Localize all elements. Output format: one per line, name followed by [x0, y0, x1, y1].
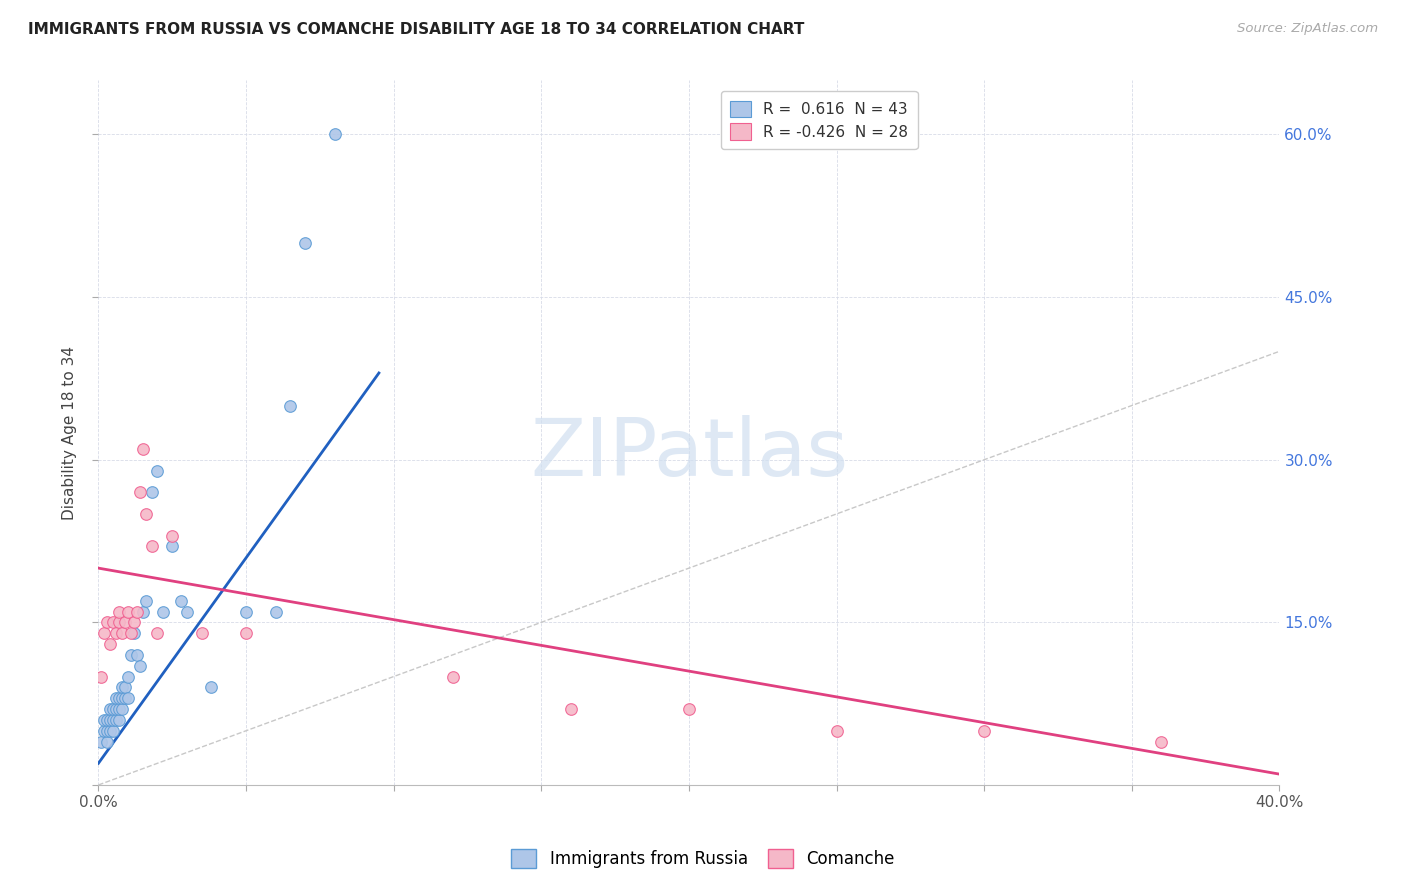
Point	[323, 128, 346, 142]
Point	[90, 669, 112, 683]
Point	[111, 681, 134, 695]
Point	[117, 691, 139, 706]
Text: IMMIGRANTS FROM RUSSIA VS COMANCHE DISABILITY AGE 18 TO 34 CORRELATION CHART: IMMIGRANTS FROM RUSSIA VS COMANCHE DISAB…	[28, 22, 804, 37]
Point	[98, 723, 121, 738]
Point	[176, 605, 198, 619]
Point	[560, 702, 582, 716]
Point	[105, 713, 128, 727]
Point	[108, 713, 131, 727]
Point	[146, 626, 169, 640]
Point	[132, 605, 155, 619]
Point	[264, 605, 287, 619]
Point	[108, 605, 131, 619]
Point	[122, 615, 145, 630]
Point	[108, 702, 131, 716]
Y-axis label: Disability Age 18 to 34: Disability Age 18 to 34	[62, 345, 77, 520]
Point	[152, 605, 174, 619]
Point	[825, 723, 848, 738]
Point	[111, 691, 134, 706]
Point	[114, 615, 136, 630]
Point	[93, 713, 115, 727]
Point	[132, 442, 155, 456]
Point	[125, 648, 148, 662]
Point	[111, 626, 134, 640]
Point	[191, 626, 214, 640]
Text: Source: ZipAtlas.com: Source: ZipAtlas.com	[1237, 22, 1378, 36]
Point	[162, 540, 183, 554]
Point	[105, 626, 128, 640]
Point	[103, 713, 125, 727]
Point	[170, 593, 193, 607]
Point	[98, 702, 121, 716]
Point	[96, 723, 118, 738]
Point	[103, 723, 125, 738]
Point	[135, 593, 157, 607]
Point	[111, 702, 134, 716]
Point	[678, 702, 700, 716]
Point	[114, 681, 136, 695]
Legend: R =  0.616  N = 43, R = -0.426  N = 28: R = 0.616 N = 43, R = -0.426 N = 28	[720, 92, 918, 149]
Point	[128, 485, 150, 500]
Point	[117, 669, 139, 683]
Point	[120, 648, 142, 662]
Point	[235, 626, 257, 640]
Legend: Immigrants from Russia, Comanche: Immigrants from Russia, Comanche	[505, 843, 901, 875]
Point	[103, 702, 125, 716]
Point	[162, 528, 183, 542]
Point	[96, 734, 118, 748]
Point	[141, 485, 163, 500]
Point	[93, 723, 115, 738]
Point	[117, 605, 139, 619]
Point	[103, 615, 125, 630]
Point	[105, 702, 128, 716]
Point	[128, 658, 150, 673]
Point	[280, 399, 302, 413]
Point	[973, 723, 995, 738]
Point	[98, 637, 121, 651]
Point	[125, 605, 148, 619]
Point	[98, 713, 121, 727]
Point	[93, 626, 115, 640]
Point	[105, 691, 128, 706]
Point	[90, 734, 112, 748]
Point	[120, 626, 142, 640]
Point	[441, 669, 464, 683]
Point	[122, 626, 145, 640]
Point	[135, 507, 157, 521]
Point	[141, 540, 163, 554]
Point	[108, 691, 131, 706]
Point	[146, 464, 169, 478]
Point	[200, 681, 222, 695]
Point	[96, 713, 118, 727]
Point	[96, 615, 118, 630]
Point	[114, 691, 136, 706]
Point	[294, 235, 316, 250]
Point	[108, 615, 131, 630]
Point	[1150, 734, 1173, 748]
Text: ZIPatlas: ZIPatlas	[530, 415, 848, 492]
Point	[235, 605, 257, 619]
